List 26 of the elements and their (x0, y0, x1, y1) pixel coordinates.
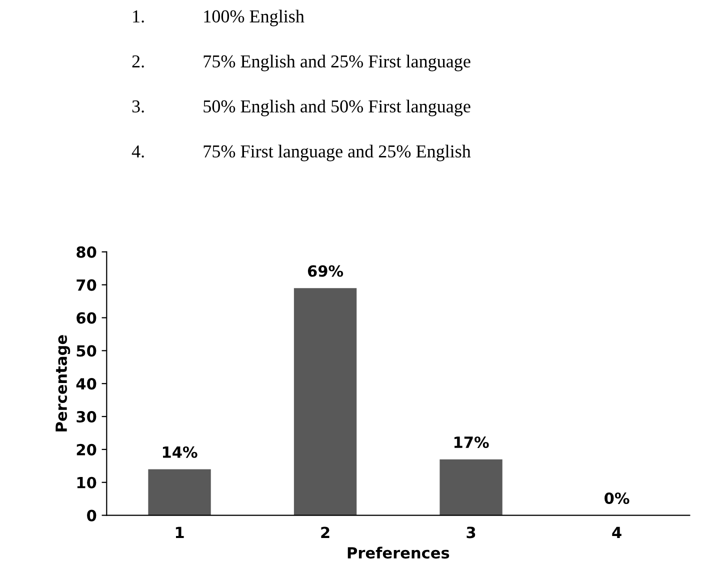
x-tick-label: 4 (612, 526, 622, 538)
y-tick-label: 20 (76, 444, 96, 456)
text: 1. 100% English (133, 10, 304, 26)
bar (440, 459, 502, 516)
y-tick-label: 80 (76, 246, 96, 258)
y-tick-label: 40 (76, 378, 96, 390)
x-tick-label: 1 (176, 526, 184, 538)
x-tick-label: 3 (466, 526, 476, 538)
x-axis-title: Preferences (348, 546, 450, 559)
x-tick-label: 2 (321, 526, 330, 538)
text: 4. 75% First language and 25% English (132, 144, 471, 162)
bar (148, 469, 211, 516)
data-label: 17% (454, 436, 489, 448)
bar (294, 288, 357, 516)
data-label: 69% (308, 265, 344, 277)
text: 2. 75% English and 25% First language (132, 54, 470, 72)
data-label: 14% (162, 446, 198, 458)
y-tick-label: 70 (76, 279, 96, 291)
y-axis-title: Percentage (56, 335, 70, 432)
y-tick-label: 60 (76, 312, 96, 324)
y-tick-label: 0 (87, 510, 96, 522)
text: 3. 50% English and 50% First language (132, 100, 470, 116)
data-label: 0% (604, 492, 630, 504)
y-tick-label: 50 (76, 345, 96, 357)
y-tick-label: 10 (77, 476, 96, 488)
y-tick-label: 30 (76, 410, 96, 423)
